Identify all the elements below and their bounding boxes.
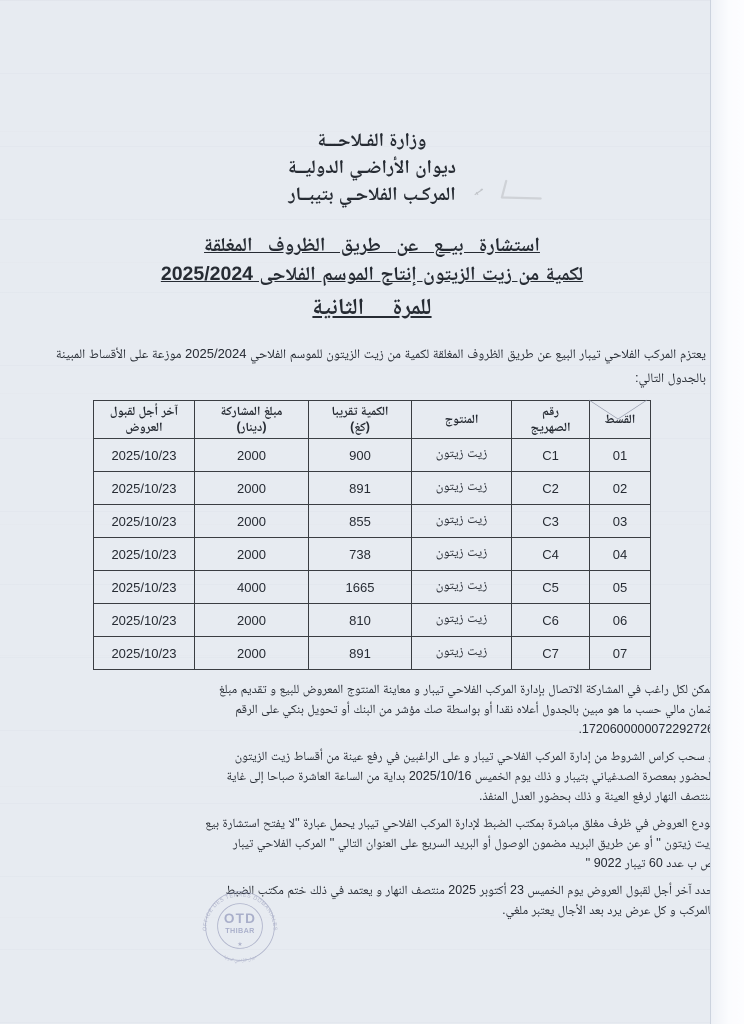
svg-text:THIBAR: THIBAR <box>225 926 255 935</box>
svg-text:OTD: OTD <box>224 911 256 926</box>
svg-text:ديوان الأراضي الدولية: ديوان الأراضي الدولية <box>223 954 257 964</box>
svg-text:★: ★ <box>237 941 242 948</box>
